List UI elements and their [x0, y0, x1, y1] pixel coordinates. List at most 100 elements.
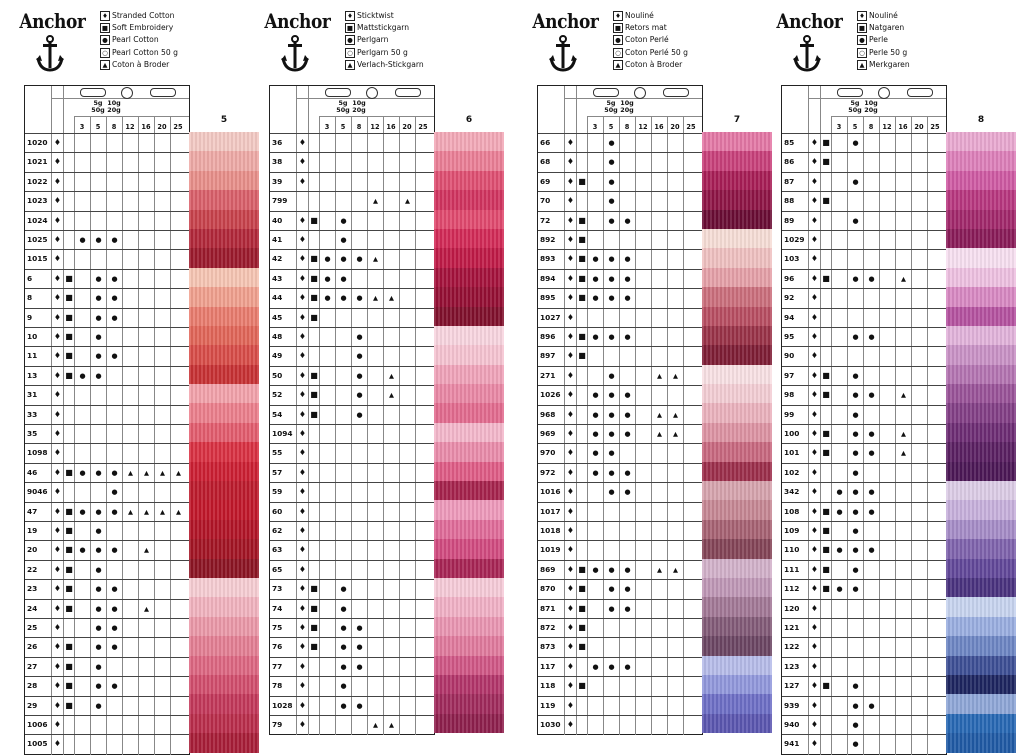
- availability-cell: [683, 599, 699, 619]
- diamond-icon: ♦: [298, 584, 307, 594]
- availability-cell: [122, 560, 138, 581]
- shade-number: 892: [540, 235, 556, 244]
- availability-cell: [635, 425, 651, 445]
- availability-cell: [831, 386, 847, 406]
- square-icon: ■: [822, 545, 830, 555]
- triangle-icon: ▲: [673, 565, 678, 574]
- color-swatch: [702, 558, 772, 578]
- availability-cell: [399, 308, 415, 328]
- availability-cell: ♦: [564, 405, 576, 425]
- triangle-icon: ▲: [389, 721, 394, 729]
- shade-number: 75: [272, 623, 283, 632]
- color-swatch: [702, 325, 772, 346]
- table-row: 968 ♦ ● ● ● ▲ ▲: [538, 404, 702, 425]
- availability-cell: [576, 716, 587, 736]
- availability-cell: [90, 386, 106, 406]
- availability-cell: ●: [106, 347, 122, 367]
- availability-cell: [170, 328, 186, 348]
- availability-cell: [308, 502, 319, 522]
- table-row: 799 ▲ ▲: [270, 191, 434, 212]
- table-row: 47 ♦ ■ ● ● ● ▲ ▲ ▲ ▲: [25, 501, 189, 522]
- dot-icon: ●: [340, 701, 347, 710]
- availability-cell: [603, 638, 619, 658]
- availability-cell: [415, 463, 431, 484]
- availability-cell: [831, 735, 847, 755]
- availability-cell: [308, 347, 319, 367]
- availability-cell: [319, 599, 335, 619]
- table-row: 972 ♦ ● ● ●: [538, 462, 702, 484]
- availability-cell: ●: [351, 619, 367, 639]
- availability-cell: [831, 522, 847, 542]
- color-swatch: [946, 500, 1016, 520]
- availability-cell: [122, 231, 138, 251]
- availability-cell: [335, 308, 351, 328]
- availability-cell: [895, 250, 911, 270]
- availability-cell: [383, 425, 399, 445]
- availability-cell: [74, 619, 90, 639]
- shade-number: 103: [784, 254, 800, 264]
- availability-cell: [635, 386, 651, 406]
- availability-cell: [170, 444, 186, 464]
- availability-cell: [367, 328, 383, 348]
- availability-cell: [335, 716, 351, 736]
- square-icon: ■: [822, 138, 830, 147]
- availability-cell: [63, 483, 74, 503]
- dot-icon: ●: [608, 488, 615, 497]
- table-row: 23 ♦ ■ ● ●: [25, 579, 189, 600]
- table-row: 896 ♦ ■ ● ● ●: [538, 327, 702, 348]
- availability-cell: ♦: [808, 153, 820, 173]
- availability-cell: ●: [831, 502, 847, 522]
- availability-cell: [138, 735, 154, 755]
- availability-cell: ●: [351, 347, 367, 367]
- availability-cell: [576, 386, 587, 406]
- availability-cell: [895, 619, 911, 639]
- availability-cell: [895, 463, 911, 484]
- availability-cell: [619, 192, 635, 212]
- availability-cell: [415, 522, 431, 542]
- availability-cell: [351, 541, 367, 561]
- diamond-icon: ♦: [810, 235, 819, 244]
- availability-cell: [831, 289, 847, 309]
- shade-number: 123: [784, 661, 800, 671]
- availability-cell: ♦: [296, 269, 308, 290]
- availability-cell: [154, 231, 170, 251]
- availability-cell: [154, 386, 170, 406]
- availability-cell: ●: [74, 231, 90, 251]
- availability-cell: [415, 250, 431, 270]
- legend-label: Pearl Cotton 50 g: [112, 47, 178, 57]
- legend-item: ▲ Coton à Broder: [613, 59, 688, 71]
- color-swatch: [434, 345, 504, 365]
- shade-number: 1024: [27, 215, 48, 225]
- color-swatch: [434, 597, 504, 617]
- availability-cell: [122, 328, 138, 348]
- square-icon: ■: [310, 390, 318, 400]
- table-row: 54 ♦ ■ ●: [270, 404, 434, 425]
- availability-cell: [170, 599, 186, 619]
- dot-icon: ●: [111, 546, 118, 555]
- square-icon: ■: [822, 429, 830, 438]
- diamond-icon: ♦: [53, 390, 62, 400]
- availability-cell: [367, 638, 383, 658]
- availability-cell: [683, 560, 699, 581]
- color-swatch: [702, 442, 772, 462]
- color-swatch: [189, 442, 259, 462]
- square-icon: ■: [310, 603, 318, 613]
- dot-icon: ●: [95, 624, 102, 632]
- availability-cell: [74, 269, 90, 290]
- availability-cell: [879, 463, 895, 484]
- availability-cell: [895, 735, 911, 755]
- availability-cell: [831, 463, 847, 484]
- availability-cell: [820, 231, 831, 251]
- shade-number: 46: [27, 467, 38, 477]
- availability-cell: [415, 386, 431, 406]
- color-swatch: [946, 694, 1016, 714]
- availability-cell: ●: [863, 502, 879, 522]
- availability-cell: [308, 716, 319, 736]
- availability-cell: [879, 308, 895, 328]
- availability-cell: [383, 153, 399, 173]
- availability-cell: [154, 153, 170, 173]
- triangle-icon: ▲: [901, 274, 906, 283]
- availability-cell: [651, 328, 667, 348]
- availability-cell: [651, 386, 667, 406]
- dot-icon: ●: [836, 546, 843, 555]
